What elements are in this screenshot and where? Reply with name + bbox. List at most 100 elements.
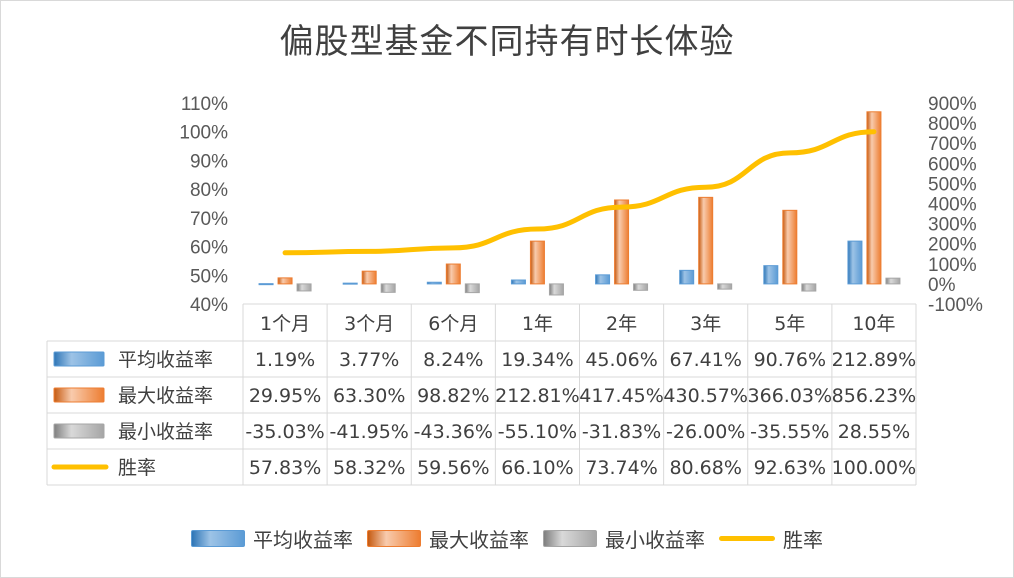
legend-item: 平均收益率	[191, 524, 353, 553]
bar-平均收益率-1个月	[258, 283, 274, 286]
data-label: 417.45%	[579, 385, 664, 407]
data-label: 57.83%	[249, 457, 321, 479]
data-label: -35.55%	[750, 421, 829, 443]
right-axis-tick: 900%	[928, 94, 977, 115]
left-axis-tick: 100%	[179, 123, 228, 144]
bar-最大收益率-5年	[782, 209, 798, 285]
data-label: 19.34%	[501, 349, 573, 371]
category-label: 5年	[774, 313, 805, 335]
data-label: 3.77%	[339, 349, 399, 371]
data-label: 90.76%	[754, 349, 826, 371]
data-label: 28.55%	[838, 421, 910, 443]
line-胜率	[282, 129, 877, 256]
legend-item: 胜率	[719, 524, 823, 553]
left-axis-tick: 80%	[190, 180, 228, 201]
bar-平均收益率-6个月	[426, 281, 442, 285]
right-axis-tick: 700%	[928, 134, 977, 155]
right-axis-tick: 100%	[928, 255, 977, 276]
data-label: -43.36%	[414, 421, 493, 443]
legend-swatch	[367, 530, 421, 547]
bar-最大收益率-3年	[698, 196, 714, 285]
right-axis-tick: 400%	[928, 195, 977, 216]
right-axis-tick: 600%	[928, 154, 977, 175]
data-label: -31.83%	[582, 421, 661, 443]
chart-title: 偏股型基金不同持有时长体验	[279, 22, 735, 62]
legend-item: 最大收益率	[367, 524, 529, 553]
data-label: -35.03%	[245, 421, 324, 443]
data-label: 80.68%	[669, 457, 741, 479]
category-label: 1个月	[260, 313, 310, 335]
legend-label: 最小收益率	[605, 528, 705, 552]
table-series-name: 最小收益率	[118, 421, 213, 443]
table-series-name: 胜率	[118, 457, 156, 479]
bar-最小收益率-3个月	[380, 283, 396, 293]
bar-最大收益率-1年	[529, 240, 545, 285]
data-label: 45.06%	[585, 349, 657, 371]
right-axis-tick: 0%	[928, 275, 956, 296]
data-label: 100.00%	[832, 457, 917, 479]
legend-label: 最大收益率	[429, 528, 529, 552]
category-label: 2年	[606, 313, 637, 335]
data-label: 58.32%	[333, 457, 405, 479]
legend-swatch	[719, 536, 775, 541]
data-label: 67.41%	[669, 349, 741, 371]
category-label: 3个月	[344, 313, 394, 335]
legend-item: 最小收益率	[543, 524, 705, 553]
left-axis-tick: 70%	[190, 209, 228, 230]
table-key-最小收益率	[53, 423, 105, 439]
bar-最小收益率-2年	[633, 283, 649, 291]
legend-label: 平均收益率	[253, 528, 353, 552]
data-label: 430.57%	[663, 385, 748, 407]
bar-平均收益率-1年	[510, 279, 526, 285]
left-axis-tick: 40%	[190, 295, 228, 316]
category-label: 10年	[852, 313, 895, 335]
table-series-name: 最大收益率	[118, 385, 213, 407]
bar-最大收益率-3个月	[361, 270, 377, 285]
bar-最大收益率-2年	[614, 199, 630, 285]
data-label: 1.19%	[255, 349, 315, 371]
bar-最小收益率-3年	[717, 283, 733, 290]
right-axis-tick: -100%	[928, 295, 983, 316]
data-label: -26.00%	[666, 421, 745, 443]
left-axis-tick: 110%	[181, 94, 228, 115]
bar-平均收益率-3个月	[342, 282, 358, 285]
data-label: -55.10%	[498, 421, 577, 443]
bar-最大收益率-10年	[866, 111, 882, 285]
data-label: 59.56%	[417, 457, 489, 479]
bar-最小收益率-6个月	[464, 283, 480, 294]
bar-平均收益率-10年	[847, 240, 863, 285]
data-label: 66.10%	[501, 457, 573, 479]
bar-最大收益率-1个月	[277, 277, 293, 285]
legend: 平均收益率 最大收益率 最小收益率 胜率	[0, 524, 1014, 553]
bar-最小收益率-1个月	[296, 283, 312, 292]
data-label: 63.30%	[333, 385, 405, 407]
data-label: 92.63%	[754, 457, 826, 479]
data-label: 29.95%	[249, 385, 321, 407]
table-key-最大收益率	[53, 387, 105, 403]
category-label: 1年	[522, 313, 553, 335]
bar-最小收益率-1年	[548, 283, 564, 296]
data-label: -41.95%	[330, 421, 409, 443]
table-series-name: 平均收益率	[118, 349, 213, 371]
data-label: 98.82%	[417, 385, 489, 407]
data-label: 73.74%	[585, 457, 657, 479]
right-axis-tick: 200%	[928, 235, 977, 256]
table-key-平均收益率	[53, 351, 105, 367]
data-label: 212.81%	[495, 385, 580, 407]
left-axis-tick: 60%	[190, 238, 228, 259]
legend-swatch	[191, 530, 245, 547]
data-label: 366.03%	[748, 385, 833, 407]
data-label: 212.89%	[832, 349, 917, 371]
right-axis-tick: 300%	[928, 215, 977, 236]
category-label: 3年	[690, 313, 721, 335]
right-axis-tick: 800%	[928, 114, 977, 135]
bar-最大收益率-6个月	[445, 263, 461, 285]
data-label: 856.23%	[832, 385, 917, 407]
legend-label: 胜率	[783, 528, 823, 552]
bar-平均收益率-2年	[595, 274, 611, 285]
category-label: 6个月	[428, 313, 478, 335]
bar-最小收益率-10年	[885, 277, 901, 285]
right-axis-tick: 500%	[928, 174, 977, 195]
